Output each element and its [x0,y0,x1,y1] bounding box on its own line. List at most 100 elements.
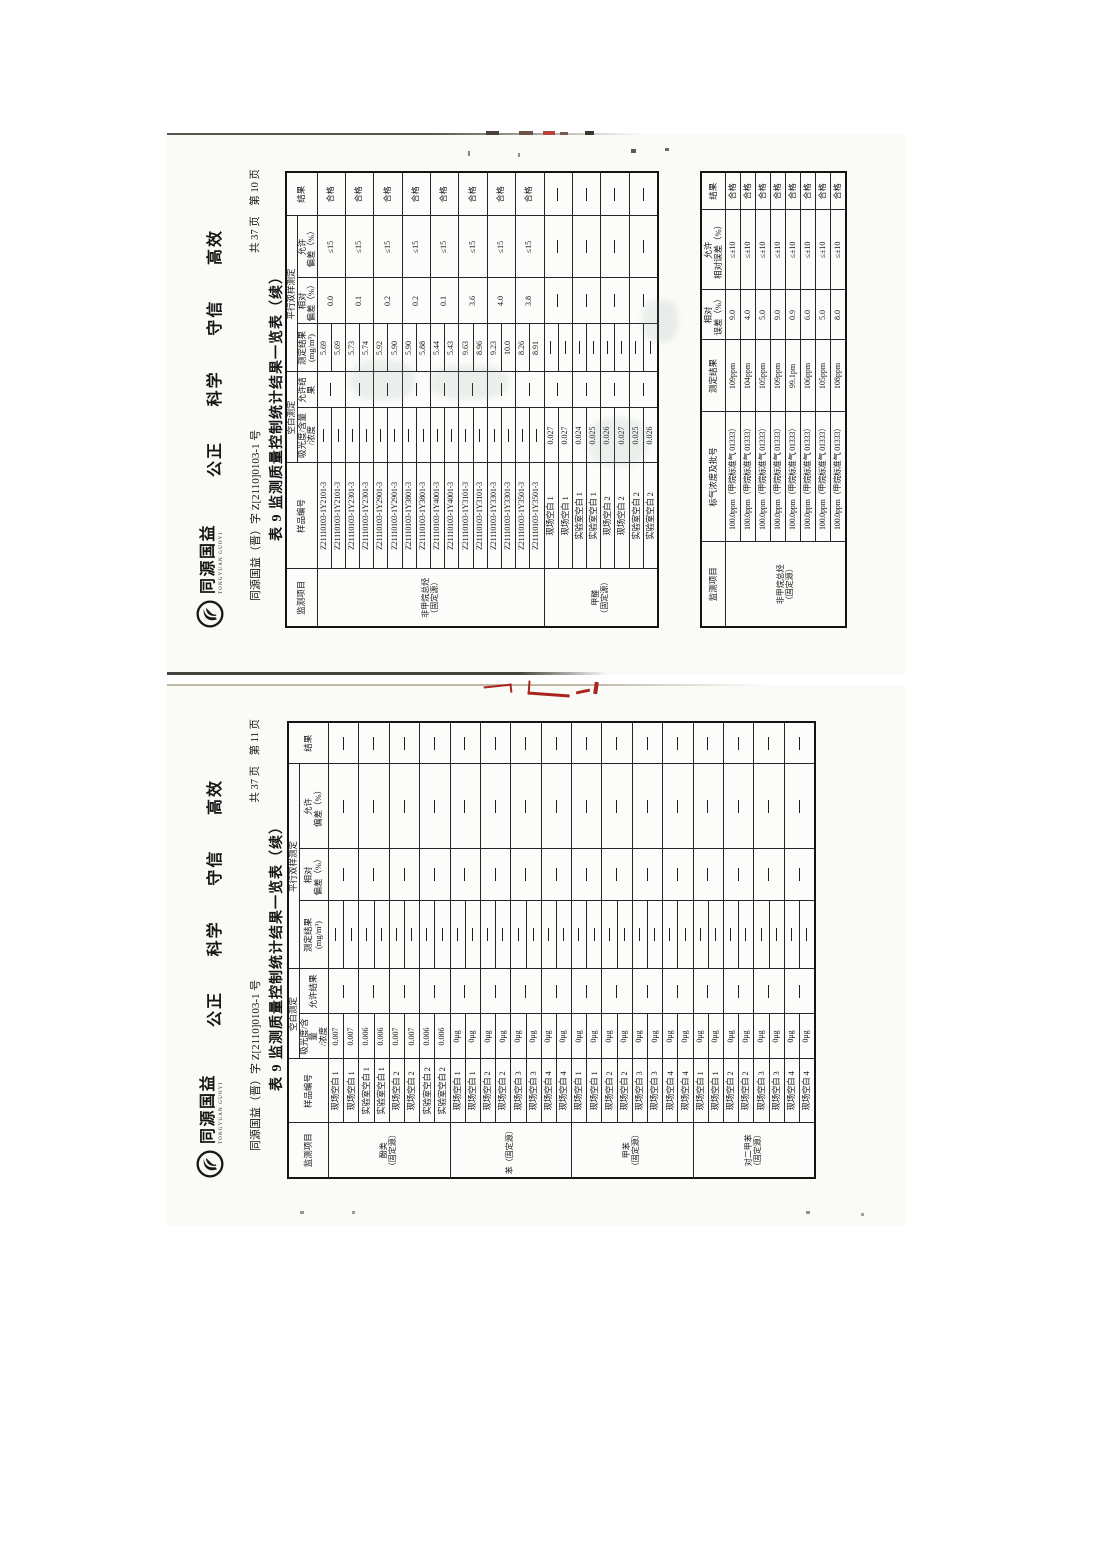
cell-allowed-deviation: ≤15 [430,216,459,278]
cell-standard-gas: 100.0ppm（甲烷标准气 01333） [815,412,831,542]
speck [665,148,669,151]
cell-verdict: 合格 [373,172,403,216]
header-standard-gas: 标气浓度及批号 [701,412,726,542]
cell-absorbance: 0.027 [544,408,559,463]
dash-placeholder [403,868,405,882]
pen-mark [585,131,594,135]
cell-absorbance: 0μg [769,1014,785,1059]
speck [300,1211,304,1214]
cell-allowed-deviation [510,764,542,849]
cell-sample-id: 实验室空白 1 [586,463,601,569]
dash-placeholder [707,868,709,882]
page-10-content: 同源国益 TONGYUAN GUOYI 公正 科学 守信 高效 同源国益（晋）字… [167,135,905,675]
cell-sample-id: 现场空白 2 [738,1059,754,1123]
dash-placeholder [607,341,609,355]
cell-relative-deviation: 0.1 [345,278,374,324]
dash-placeholder [351,429,353,442]
cell-allowed-blank [572,372,601,408]
dash-placeholder [585,800,587,813]
dash-placeholder [614,294,616,308]
header-verdict: 结果 [286,172,318,216]
dash-placeholder [585,294,587,308]
cell-absorbance [387,408,403,463]
header-measured-result: 测定结果 (mg/m³) [299,901,329,969]
dash-placeholder [593,928,595,942]
dash-placeholder [623,928,625,942]
cell-relative-deviation [419,849,451,901]
cell-measured [632,901,648,969]
cell-verdict [480,722,511,764]
cell-absorbance [317,408,332,463]
cell-absorbance: 0.006 [419,1014,435,1059]
cell-sample-id: 现场空白 3 [632,1059,648,1123]
dash-placeholder [768,985,770,998]
cell-verdict [572,172,601,216]
cell-measured: 5.69 [331,324,346,372]
cell-allowed-blank [419,969,451,1014]
cell-allowed-blank [515,372,545,408]
cell-absorbance [487,408,502,463]
cell-measured: 9.23 [487,324,502,372]
header-allowed-blank: 允许结果 [299,969,329,1014]
logo-subtitle: TONGYUAN GUOYI [219,1081,224,1144]
slogan: 守信 [207,299,224,336]
cell-standard-gas: 100.0ppm（甲烷标准气 01333） [740,412,756,542]
cell-item: 非甲烷总烃 （固定源） [317,569,545,627]
cell-verdict [541,722,572,764]
cell-allowed-deviation [544,216,573,278]
dash-placeholder [342,736,344,750]
cell-verdict [328,722,359,764]
dash-placeholder [557,294,559,308]
cell-measured [693,901,709,969]
cell-relative-deviation [572,278,601,324]
cell-item: 酚类 （固定源） [328,1123,451,1178]
cell-absorbance: 0μg [541,1014,557,1059]
cell-sample-id: 实验室空白 1 [374,1059,390,1123]
dash-placeholder [677,736,679,750]
dash-placeholder [677,868,679,882]
dash-placeholder [614,187,616,201]
cell-sample-id: Z21110103-1Y2901-3 [387,463,403,569]
cell-allowed-blank [480,969,511,1014]
dash-placeholder [806,928,808,942]
cell-absorbance: 0μg [526,1014,542,1059]
cell-allowed-blank [541,969,572,1014]
cell-verdict: 合格 [317,172,346,216]
cell-sample-id: 现场空白 4 [556,1059,572,1123]
cell-sample-id: 现场空白 2 [600,463,615,569]
cell-allowed-blank [389,969,420,1014]
header-blank-group: 空白测定 [288,969,300,1059]
cell-absorbance [345,408,360,463]
header-sample-id: 样品编号 [286,463,318,569]
slogan: 高效 [207,779,224,816]
cell-allowed-relative-error: ≤±10 [725,210,741,290]
cell-verdict: 合格 [430,172,459,216]
dash-placeholder [768,736,770,750]
cell-relative-deviation [753,849,785,901]
document-number: 同源国益（晋）字 Z[2110]0103-1 号 [250,979,262,1151]
cell-absorbance [331,408,346,463]
cell-relative-deviation: 0.0 [317,278,346,324]
cell-sample-id: 现场空白 1 [693,1059,709,1123]
cell-measured [647,901,663,969]
dash-placeholder [342,868,344,882]
dash-placeholder [768,868,770,882]
dash-placeholder [768,800,770,813]
cell-absorbance: 0μg [556,1014,572,1059]
cell-sample-id: 现场空白 1 [708,1059,724,1123]
cell-absorbance [473,408,488,463]
dash-placeholder [707,736,709,750]
cell-standard-gas: 100.0ppm（甲烷标准气 01333） [800,412,816,542]
dash-placeholder [517,928,519,942]
cell-standard-gas: 100.0ppm（甲烷标准气 01333） [830,412,846,542]
dash-placeholder [730,928,732,942]
dash-placeholder [585,736,587,750]
dash-placeholder [616,868,618,882]
cell-absorbance: 0.006 [358,1014,375,1059]
dash-placeholder [342,985,344,998]
cell-allowed-blank [571,969,602,1014]
cell-sample-id: 实验室空白 2 [434,1059,451,1123]
pen-mark [486,131,499,135]
dash-placeholder [434,736,436,750]
cell-sample-id: 现场空白 1 [450,1059,466,1123]
